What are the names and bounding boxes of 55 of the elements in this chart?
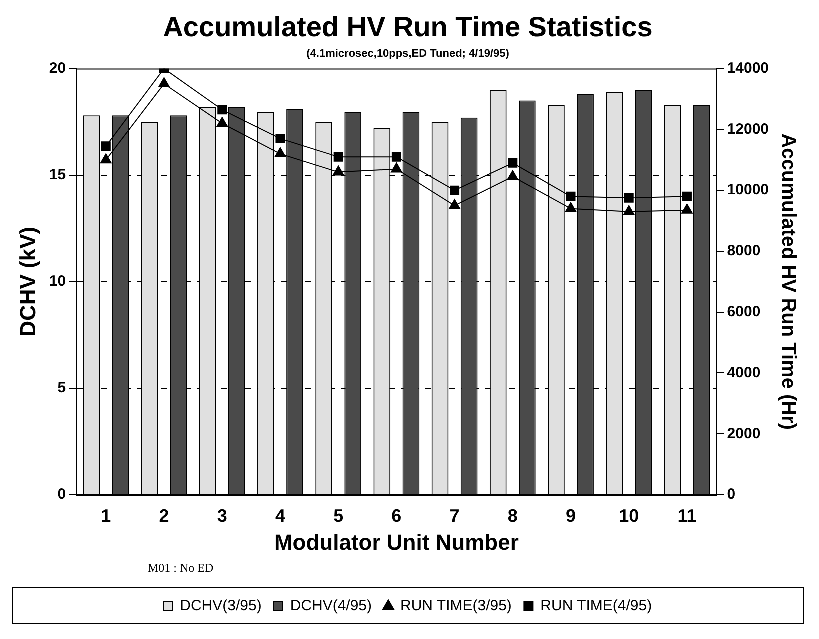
point: [100, 154, 112, 164]
y2-tick-label: 6000: [727, 303, 761, 320]
point: [450, 186, 460, 196]
x-tick-label: 1: [101, 506, 112, 526]
y-tick-label: 15: [49, 166, 66, 184]
x-axis-title: Modulator Unit Number: [274, 530, 520, 555]
point: [101, 142, 111, 152]
x-tick-label: 2: [159, 506, 170, 526]
y2-tick-label: 10000: [727, 182, 770, 199]
y-tick-label: 5: [58, 380, 66, 397]
legend-label: DCHV(4/95): [290, 598, 372, 615]
y-tick-label: 10: [49, 273, 66, 290]
point: [507, 170, 519, 180]
x-tick-label: 3: [217, 506, 228, 526]
y-tick-label: 0: [58, 486, 66, 504]
point: [565, 202, 577, 212]
text: M01 : No ED: [148, 561, 214, 576]
y2-tick-label: 0: [727, 486, 736, 504]
x-tick-label: 4: [275, 506, 286, 526]
x-tick-label: 5: [334, 506, 344, 526]
x-tick-label: 8: [508, 506, 518, 526]
point: [276, 134, 286, 144]
point: [566, 192, 576, 202]
point: [216, 117, 228, 128]
x-tick-label: 9: [566, 506, 576, 526]
y2-tick-label: 4000: [727, 364, 761, 382]
point: [623, 205, 635, 216]
point: [624, 193, 634, 203]
x-tick-label: 6: [392, 506, 402, 526]
x-tick-label: 10: [619, 506, 640, 526]
point: [334, 152, 344, 162]
legend-label: RUN TIME(4/95): [540, 598, 652, 615]
point: [682, 192, 692, 202]
point: [392, 152, 402, 162]
y-tick-label: 20: [49, 60, 66, 77]
point: [332, 166, 344, 176]
chart-subtitle: (4.1microsec,10pps,ED Tuned; 4/19/95): [306, 48, 510, 60]
x-tick-label: 11: [678, 506, 697, 526]
y2-tick-label: 2000: [727, 425, 761, 442]
point: [449, 199, 460, 210]
y2-tick-label: 14000: [727, 60, 770, 77]
y-axis-title: DCHV (kV): [15, 226, 40, 337]
legend-label: RUN TIME(3/95): [400, 598, 512, 615]
point: [218, 105, 228, 115]
point: [390, 162, 402, 173]
chart-title: Accumulated HV Run Time Statistics: [163, 12, 653, 43]
legend-label: DCHV(3/95): [180, 598, 262, 615]
y2-axis-title: Accumulated HV Run Time (Hr): [777, 134, 800, 430]
point: [508, 158, 518, 168]
y2-tick-label: 12000: [727, 120, 770, 138]
point: [158, 78, 170, 88]
x-tick-label: 7: [450, 506, 460, 526]
y2-tick-label: 8000: [727, 242, 761, 260]
point: [274, 148, 286, 158]
point: [682, 204, 693, 214]
